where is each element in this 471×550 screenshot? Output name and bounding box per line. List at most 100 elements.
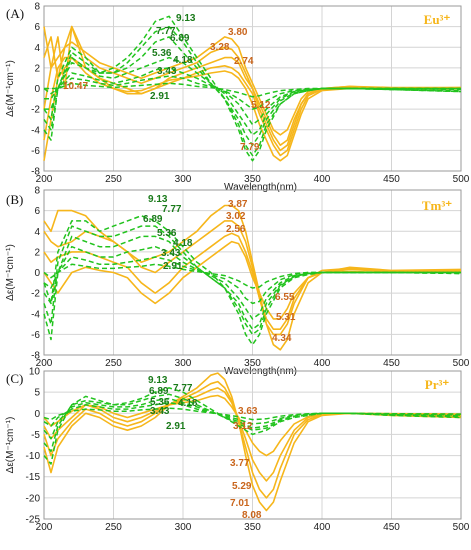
orange-series-line bbox=[43, 387, 462, 482]
green-value-label: 5.36 bbox=[150, 397, 170, 408]
y-tick-label: -4 bbox=[31, 309, 40, 320]
ion-label: Eu³⁺ bbox=[424, 12, 451, 27]
orange-value-label: 3.87 bbox=[228, 199, 248, 210]
green-value-label: 4.18 bbox=[178, 398, 198, 409]
green-series-line bbox=[44, 82, 461, 98]
green-series-line bbox=[43, 263, 461, 289]
x-tick-label: 350 bbox=[244, 358, 261, 369]
y-tick-label: 10 bbox=[29, 367, 41, 378]
green-series-line bbox=[43, 387, 462, 465]
green-value-label: 6.89 bbox=[170, 33, 190, 44]
y-tick-label: -20 bbox=[26, 493, 41, 504]
x-tick-label: 200 bbox=[36, 174, 53, 185]
green-value-label: 6.89 bbox=[149, 386, 169, 397]
x-tick-label: 250 bbox=[105, 174, 122, 185]
green-value-label: 3.43 bbox=[150, 406, 170, 417]
x-tick-label: 450 bbox=[383, 522, 400, 533]
orange-value-label: 3.80 bbox=[228, 27, 248, 38]
x-tick-label: 300 bbox=[175, 358, 192, 369]
y-tick-label: 4 bbox=[34, 43, 40, 54]
x-tick-label: 450 bbox=[383, 358, 400, 369]
x-tick-label: 200 bbox=[36, 358, 53, 369]
orange-value-label: 5.31 bbox=[276, 312, 296, 323]
orange-series-line bbox=[43, 56, 461, 162]
x-axis-label: Wavelength(nm) bbox=[224, 182, 297, 193]
x-tick-label: 300 bbox=[175, 522, 192, 533]
plot-frame bbox=[43, 370, 462, 520]
orange-value-label: 3.12 bbox=[233, 421, 253, 432]
x-tick-label: 250 bbox=[105, 522, 122, 533]
green-value-label: 5.36 bbox=[152, 48, 172, 59]
green-value-label: 9.13 bbox=[148, 375, 168, 386]
orange-series-line bbox=[43, 240, 461, 320]
green-value-label: 9.13 bbox=[148, 194, 168, 205]
ion-label: Pr³⁺ bbox=[425, 377, 450, 392]
x-tick-label: 300 bbox=[175, 174, 192, 185]
y-tick-label: -10 bbox=[26, 451, 41, 462]
orange-series-line bbox=[43, 220, 462, 336]
y-tick-label: -4 bbox=[31, 125, 40, 136]
green-series-line bbox=[43, 397, 462, 440]
orange-series-line bbox=[43, 380, 462, 499]
green-value-label: 9.13 bbox=[176, 13, 196, 24]
x-tick-label: 450 bbox=[383, 174, 400, 185]
x-tick-label: 350 bbox=[244, 522, 261, 533]
orange-value-label: 8.08 bbox=[242, 510, 262, 521]
orange-series-line bbox=[43, 372, 462, 512]
green-value-label: 2.91 bbox=[166, 421, 186, 432]
orange-value-label: 2.56 bbox=[226, 224, 246, 235]
panel-label: (B) bbox=[6, 192, 23, 207]
orange-value-label: 4.34 bbox=[272, 333, 292, 344]
y-axis-label: Δε(M⁻¹cm⁻¹) bbox=[5, 417, 16, 474]
y-tick-label: 2 bbox=[34, 63, 40, 74]
green-series-line bbox=[44, 56, 462, 136]
x-tick-label: 400 bbox=[314, 522, 331, 533]
orange-value-label: 2.74 bbox=[234, 56, 254, 67]
orange-series-line bbox=[43, 394, 462, 457]
orange-value-label: 5.29 bbox=[232, 481, 252, 492]
y-tick-label: -8 bbox=[31, 351, 40, 362]
panel-label: (A) bbox=[6, 6, 24, 21]
y-tick-label: -8 bbox=[31, 167, 40, 178]
orange-value-label: 5.12 bbox=[251, 100, 271, 111]
orange-value-label: 3.77 bbox=[230, 458, 250, 469]
orange-series-line bbox=[43, 204, 462, 351]
y-tick-label: 6 bbox=[34, 206, 40, 217]
panel-label: (C) bbox=[6, 371, 23, 386]
orange-value-label: 10.47 bbox=[63, 81, 88, 92]
green-value-label: 3.43 bbox=[157, 66, 177, 77]
x-tick-label: 350 bbox=[244, 174, 261, 185]
x-tick-label: 200 bbox=[36, 522, 53, 533]
y-tick-label: -5 bbox=[31, 430, 40, 441]
green-value-label: 3.43 bbox=[161, 248, 181, 259]
y-tick-label: 0 bbox=[34, 268, 40, 279]
y-tick-label: 5 bbox=[34, 388, 40, 399]
x-tick-label: 500 bbox=[453, 522, 470, 533]
x-tick-label: 500 bbox=[453, 174, 470, 185]
y-tick-label: -6 bbox=[31, 146, 40, 157]
green-value-label: 6.89 bbox=[143, 214, 163, 225]
x-tick-label: 400 bbox=[314, 174, 331, 185]
orange-value-label: 7.01 bbox=[230, 498, 250, 509]
y-tick-label: 4 bbox=[34, 227, 40, 238]
orange-value-label: 6.55 bbox=[275, 292, 295, 303]
green-value-label: 4.18 bbox=[173, 238, 193, 249]
green-value-label: 7.77 bbox=[162, 204, 182, 215]
green-series-line bbox=[43, 215, 462, 346]
y-tick-label: 0 bbox=[34, 84, 40, 95]
green-series-line bbox=[43, 245, 461, 320]
orange-value-label: 7.79 bbox=[240, 142, 260, 153]
green-value-label: 4.18 bbox=[173, 55, 193, 66]
green-series-line bbox=[44, 67, 461, 126]
y-tick-label: -2 bbox=[31, 289, 40, 300]
green-value-label: 2.91 bbox=[150, 91, 170, 102]
x-tick-label: 500 bbox=[453, 358, 470, 369]
x-tick-label: 400 bbox=[314, 358, 331, 369]
y-axis-label: Δε(M⁻¹cm⁻¹) bbox=[5, 60, 16, 117]
y-tick-label: 8 bbox=[34, 2, 40, 13]
green-series-line bbox=[43, 407, 462, 421]
y-tick-label: 2 bbox=[34, 247, 40, 258]
orange-value-label: 3.63 bbox=[238, 406, 258, 417]
